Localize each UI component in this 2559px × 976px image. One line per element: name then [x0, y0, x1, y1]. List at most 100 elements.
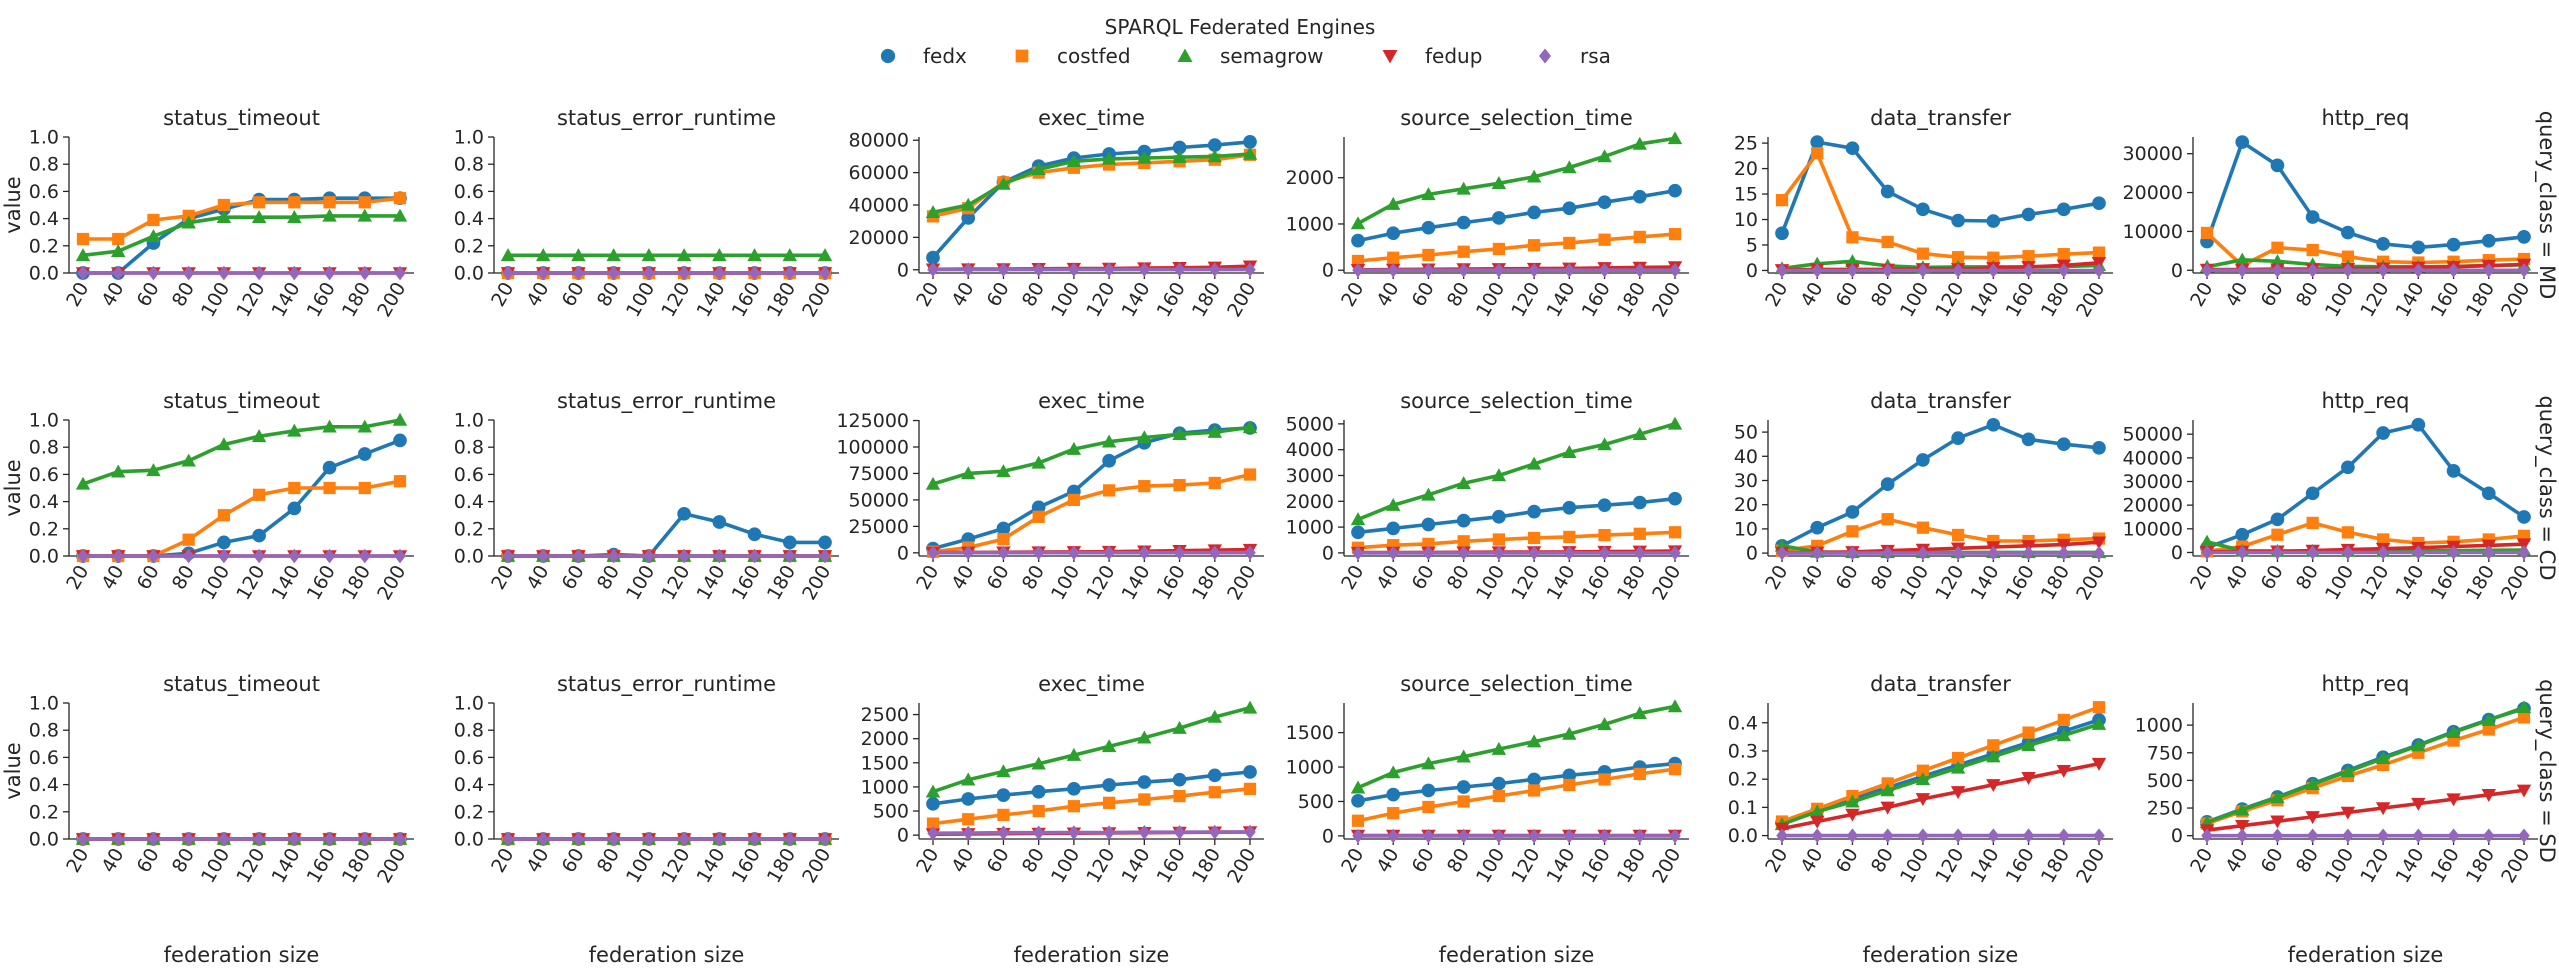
data-point-rsa: [77, 548, 89, 564]
data-point-semagrow: [1491, 176, 1507, 190]
data-point-semagrow: [2516, 700, 2532, 714]
panel-title: source_selection_time: [1400, 106, 1633, 131]
data-point-fedx: [1492, 776, 1506, 791]
data-point-rsa: [1138, 262, 1151, 277]
data-point-semagrow: [606, 248, 621, 262]
panel-source_selection_time-row1: source_selection_time 0 1000 2000 20 40 60 8010…: [1286, 106, 1689, 321]
x-tick-label: 80: [593, 279, 624, 311]
x-tick-label: 80: [168, 279, 199, 311]
x-tick-label: 100: [1472, 279, 1509, 321]
data-point-fedx: [287, 501, 302, 516]
x-tick-label: 120: [1507, 562, 1544, 604]
data-point-rsa: [1528, 828, 1540, 844]
data-point-fedup: [2091, 757, 2107, 771]
data-point-semagrow: [287, 210, 302, 223]
x-tick-label: 160: [1578, 279, 1615, 321]
x-tick-label: 180: [2462, 562, 2499, 604]
panel-title: status_timeout: [163, 389, 320, 414]
data-point-rsa: [1032, 545, 1045, 560]
data-point-rsa: [2483, 545, 2495, 560]
data-point-semagrow: [357, 419, 372, 433]
data-point-fedx: [1951, 213, 1965, 228]
data-point-rsa: [323, 265, 336, 281]
data-point-rsa: [2022, 828, 2035, 843]
data-point-rsa: [1068, 545, 1080, 560]
x-tick-label: 40: [522, 845, 553, 877]
x-tick-label: 140: [1966, 279, 2003, 321]
data-point-rsa: [1457, 828, 1470, 844]
x-tick-label: 120: [2356, 279, 2393, 321]
data-point-rsa: [2412, 545, 2425, 560]
data-point-fedx: [1986, 214, 2001, 228]
y-tick-label: 1000: [1286, 757, 1334, 779]
series-line-semagrow: [932, 706, 1251, 794]
y-tick-label: 2500: [861, 704, 909, 726]
data-point-rsa: [962, 262, 974, 277]
data-point-rsa: [962, 545, 974, 560]
data-point-fedx: [2270, 158, 2285, 173]
data-point-fedx: [1951, 431, 1965, 445]
series-line-rsa: [932, 830, 1250, 835]
panel-title: exec_time: [1038, 389, 1145, 414]
data-point-costfed: [1951, 528, 1965, 542]
data-point-rsa: [1669, 545, 1681, 561]
data-point-semagrow: [1526, 456, 1542, 470]
x-tick-label: 40: [947, 562, 978, 594]
data-point-fedx: [1562, 500, 1577, 515]
data-point-semagrow: [1350, 512, 1366, 526]
data-point-costfed: [1173, 478, 1186, 492]
x-tick-label: 40: [97, 562, 128, 594]
data-point-rsa: [359, 831, 371, 847]
data-point-rsa: [288, 265, 301, 281]
x-tick-label: 80: [1018, 279, 1049, 311]
data-point-semagrow: [996, 176, 1011, 190]
data-point-rsa: [1846, 828, 1859, 843]
legend-marker-fedx: [880, 48, 896, 64]
data-point-costfed: [1668, 228, 1682, 241]
x-tick-label: 40: [1372, 845, 1403, 877]
data-point-semagrow: [322, 208, 337, 222]
y-tick-label: 0.6: [29, 747, 59, 769]
data-point-rsa: [1776, 828, 1788, 843]
data-point-rsa: [218, 548, 230, 564]
data-point-semagrow: [1066, 747, 1082, 761]
panel-title: data_transfer: [1870, 389, 2011, 414]
x-tick-label: 160: [2002, 562, 2039, 604]
data-point-fedx: [747, 527, 762, 542]
data-point-fedx: [1597, 195, 1612, 210]
x-tick-label: 100: [1047, 562, 1084, 604]
data-point-rsa: [1422, 828, 1435, 844]
data-point-costfed: [1387, 251, 1400, 264]
data-point-fedx: [357, 447, 372, 461]
data-point-fedx: [1845, 141, 1860, 156]
y-tick-label: 0.4: [454, 491, 484, 513]
data-point-rsa: [1952, 828, 1964, 843]
data-point-costfed: [323, 196, 336, 209]
x-tick-label: 80: [2292, 279, 2323, 311]
data-point-rsa: [572, 548, 585, 564]
data-point-costfed: [1633, 230, 1646, 244]
y-tick-label: 0: [897, 542, 909, 564]
data-point-costfed: [1881, 235, 1894, 249]
x-tick-label: 100: [197, 562, 234, 604]
data-point-rsa: [2201, 545, 2213, 560]
data-point-rsa: [2377, 545, 2389, 560]
y-axis-title: value: [1, 742, 25, 799]
x-tick-label: 140: [1966, 845, 2003, 887]
data-point-rsa: [2483, 828, 2495, 843]
x-tick-label: 40: [522, 279, 553, 311]
x-tick-label: 180: [763, 562, 800, 604]
x-tick-label: 200: [373, 562, 410, 604]
x-tick-label: 120: [232, 562, 269, 604]
x-tick-label: 40: [947, 845, 978, 877]
series-line-fedx: [508, 511, 825, 558]
data-point-fedx: [961, 211, 976, 225]
series-line-costfed: [1781, 517, 2100, 553]
data-point-fedup: [1950, 786, 1966, 800]
data-point-semagrow: [676, 248, 692, 262]
data-point-rsa: [819, 548, 831, 564]
series-line-semagrow: [82, 418, 401, 486]
data-point-costfed: [112, 232, 125, 246]
y-tick-label: 20000: [849, 227, 909, 249]
data-point-costfed: [1916, 247, 1930, 260]
